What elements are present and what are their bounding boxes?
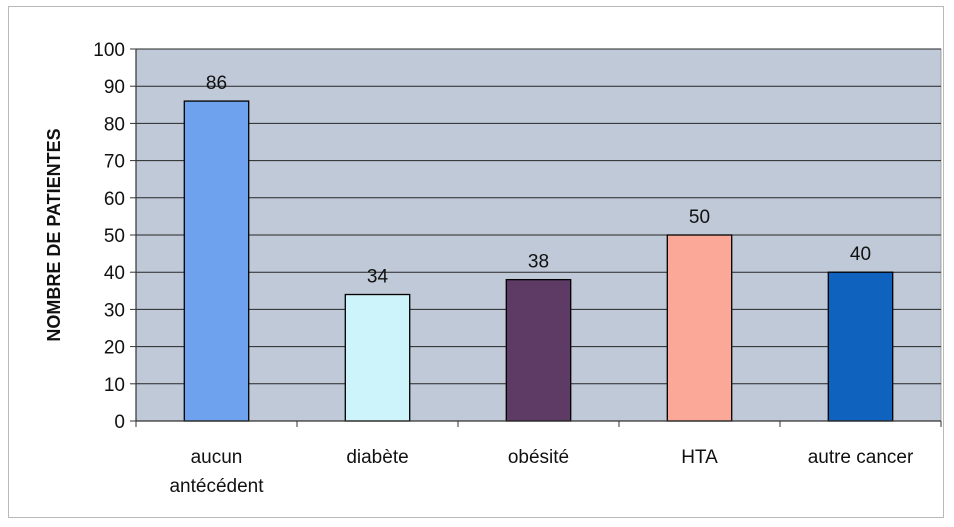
y-tick-label: 50	[104, 226, 125, 247]
y-axis-title: NOMBRE DE PATIENTES	[44, 128, 64, 341]
x-tick-label: aucun antécédent	[169, 447, 264, 497]
data-label: 50	[689, 207, 710, 228]
x-tick-label: diabète	[346, 447, 408, 468]
y-tick-label: 20	[104, 338, 125, 359]
x-tick-label: HTA	[681, 447, 718, 468]
data-label: 86	[206, 73, 227, 94]
y-tick-label: 80	[104, 114, 125, 135]
x-tick-label: autre cancer	[808, 447, 914, 468]
y-axis-tick-labels: 0 10 20 30 40 50 60 70 80 90 100	[93, 40, 125, 433]
data-label: 34	[367, 267, 389, 288]
x-axis-tick-labels: aucun antécédent diabète obésité HTA autre ca…	[169, 447, 913, 497]
y-tick-label: 90	[104, 77, 125, 98]
data-label: 38	[528, 252, 549, 273]
bar	[505, 278, 572, 422]
bar	[666, 234, 733, 422]
y-tick-label: 100	[93, 40, 125, 61]
y-tick-label: 30	[104, 300, 125, 321]
y-tick-label: 10	[104, 375, 125, 396]
bar	[827, 271, 894, 422]
y-tick-label: 40	[104, 263, 125, 284]
y-tick-label: 70	[104, 152, 125, 173]
bar	[183, 100, 250, 422]
data-label: 40	[850, 244, 871, 265]
bar	[344, 293, 411, 422]
axes	[130, 48, 942, 427]
y-tick-label: 60	[104, 189, 125, 210]
y-tick-label: 0	[114, 412, 125, 433]
x-tick-label: obésité	[508, 447, 569, 468]
data-labels: 86 34 38 50 40	[206, 73, 871, 287]
